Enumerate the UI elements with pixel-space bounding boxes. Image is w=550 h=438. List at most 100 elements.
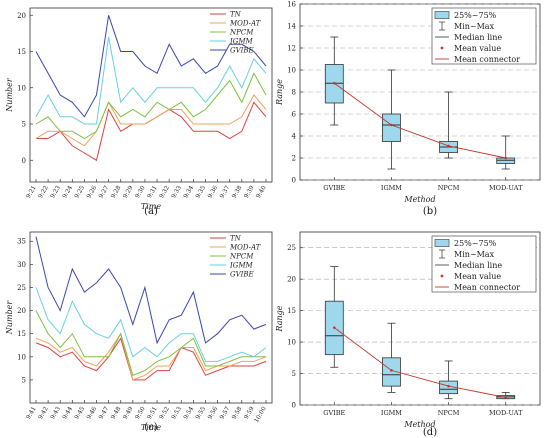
- y-tick-label: 20: [17, 307, 26, 315]
- x-tick-label: 9:51: [146, 406, 159, 421]
- y-tick-label: 15: [17, 330, 26, 338]
- x-tick-label: 9:34: [182, 184, 195, 199]
- x-tick-label: 9:55: [194, 405, 207, 420]
- y-tick-label: 15: [17, 48, 26, 56]
- y-tick-label: 8: [292, 89, 296, 97]
- legend-label: TN: [230, 235, 242, 243]
- x-tick-label: 9:31: [146, 185, 159, 200]
- x-tick-label: 9:44: [61, 405, 74, 420]
- x-axis-title: Method: [403, 195, 435, 204]
- mean-connector: [334, 327, 506, 398]
- x-tick-label: 9:54: [182, 405, 195, 420]
- y-tick-label: 10: [17, 84, 26, 92]
- mean-marker: [447, 144, 450, 148]
- y-tick-label: 0: [292, 177, 296, 185]
- x-tick-label: GVIBE: [323, 184, 345, 192]
- y-tick-label: 25: [17, 284, 26, 292]
- x-tick-label: IGMM: [381, 184, 402, 192]
- series-line-mod-at: [35, 332, 267, 381]
- y-tick-label: 10: [17, 353, 26, 361]
- y-tick-label: 35: [17, 238, 26, 246]
- x-tick-label: 9:27: [98, 184, 111, 199]
- legend-label: NPCM: [229, 29, 254, 37]
- y-tick-label: 6: [292, 111, 297, 119]
- x-tick-label: 10:00: [253, 405, 268, 424]
- legend-label: NPCM: [229, 253, 254, 261]
- panel-label: (c): [144, 422, 158, 433]
- y-tick-label: 5: [22, 121, 26, 129]
- x-tick-label: 9:49: [122, 405, 135, 420]
- y-tick-label: 10: [287, 339, 296, 347]
- series-line-gvibe: [35, 15, 267, 118]
- x-tick-label: 9:50: [134, 405, 147, 420]
- series-line-igmm: [35, 36, 267, 125]
- mean-marker: [390, 369, 393, 372]
- legend-label: MOD-AT: [229, 244, 262, 252]
- legend-label: 25%~75%: [454, 239, 497, 248]
- y-axis-title: Range: [275, 305, 284, 332]
- y-axis-title: Range: [275, 79, 284, 106]
- x-tick-label: 9:46: [85, 405, 98, 420]
- mean-marker: [332, 326, 336, 329]
- x-tick-label: 9:32: [158, 184, 171, 199]
- x-tick-label: 9:42: [37, 405, 50, 420]
- box-iqr: [382, 113, 401, 142]
- y-tick-label: 14: [287, 23, 296, 31]
- y-axis-title: Number: [5, 300, 14, 336]
- legend-swatch-mean: [440, 46, 444, 50]
- legend-label: MOD-AT: [229, 20, 262, 28]
- box-iqr: [382, 357, 401, 387]
- x-tick-label: 9:22: [37, 184, 50, 199]
- mean-marker: [504, 156, 508, 160]
- x-tick-label: 9:26: [85, 184, 98, 199]
- y-tick-label: 15: [287, 307, 296, 315]
- x-tick-label: 9:24: [61, 184, 74, 199]
- legend-label: Min~Max: [454, 22, 495, 31]
- x-tick-label: 9:21: [25, 185, 38, 200]
- series-line-npcm: [35, 310, 266, 376]
- x-axis-title: Method: [403, 420, 435, 429]
- legend-label: Mean value: [454, 44, 501, 53]
- x-tick-label: 9:23: [49, 184, 62, 199]
- plot-frame: [29, 231, 273, 404]
- x-tick-label: 9:41: [25, 406, 38, 421]
- mean-connector: [334, 82, 506, 159]
- legend-label: Min~Max: [454, 250, 495, 259]
- x-tick-label: 9:25: [73, 184, 86, 199]
- legend-swatch-mean: [440, 274, 444, 278]
- legend-swatch-iqr: [434, 11, 450, 19]
- y-tick-label: 10: [287, 67, 296, 75]
- x-tick-label: 9:56: [207, 405, 220, 420]
- legend-label: Mean connector: [454, 283, 520, 292]
- mean-marker: [390, 123, 393, 127]
- legend-label: TN: [230, 11, 242, 19]
- series-line-npcm: [35, 72, 267, 140]
- y-tick-label: 2: [292, 155, 296, 163]
- plot-frame: [29, 7, 273, 183]
- x-axis-title: Time: [141, 423, 161, 432]
- y-tick-label: 5: [22, 376, 26, 384]
- y-tick-label: 4: [292, 133, 297, 141]
- x-tick-label: 9:52: [158, 405, 171, 420]
- y-tick-label: 12: [287, 45, 296, 53]
- series-line-mod-at: [35, 94, 267, 147]
- series-line-gvibe: [35, 236, 267, 345]
- x-tick-label: NPCM: [438, 184, 460, 192]
- mean-marker: [504, 396, 508, 399]
- x-tick-label: 9:53: [170, 405, 183, 420]
- x-tick-label: 9:30: [134, 184, 147, 199]
- x-tick-label: 9:43: [49, 405, 62, 420]
- panel-label: (a): [144, 206, 158, 217]
- legend-box: [431, 235, 537, 293]
- legend-box: [431, 7, 537, 65]
- y-tick-label: 20: [17, 12, 26, 20]
- x-tick-label: 9:57: [219, 405, 232, 420]
- legend-label: Mean connector: [454, 55, 520, 64]
- x-tick-label: MOD-UAT: [489, 184, 523, 192]
- legend-label: GVIBE: [230, 47, 254, 55]
- x-tick-label: 9:37: [219, 184, 232, 199]
- y-tick-label: 30: [17, 261, 26, 269]
